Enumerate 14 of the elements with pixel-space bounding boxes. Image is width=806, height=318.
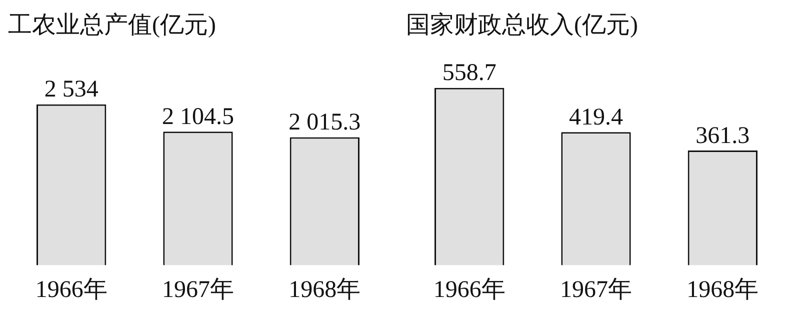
x-tick-label: 1966年 [433,276,506,303]
x-tick-label: 1966年 [35,276,108,303]
x-tick-label: 1967年 [560,276,632,303]
x-tick-label: 1967年 [162,276,234,303]
x-tick-label: 1968年 [288,276,361,303]
data-label: 361.3 [696,122,750,149]
data-label: 419.4 [569,104,623,130]
chart-title: 工农业总产值(亿元) [8,12,216,39]
data-label: 2 534 [44,76,98,103]
chart-title: 国家财政总收入(亿元) [406,12,638,39]
data-label: 2 015.3 [288,110,361,136]
x-tick-label: 1968年 [686,276,759,303]
data-label: 2 104.5 [162,104,234,130]
data-label: 558.7 [442,60,496,86]
